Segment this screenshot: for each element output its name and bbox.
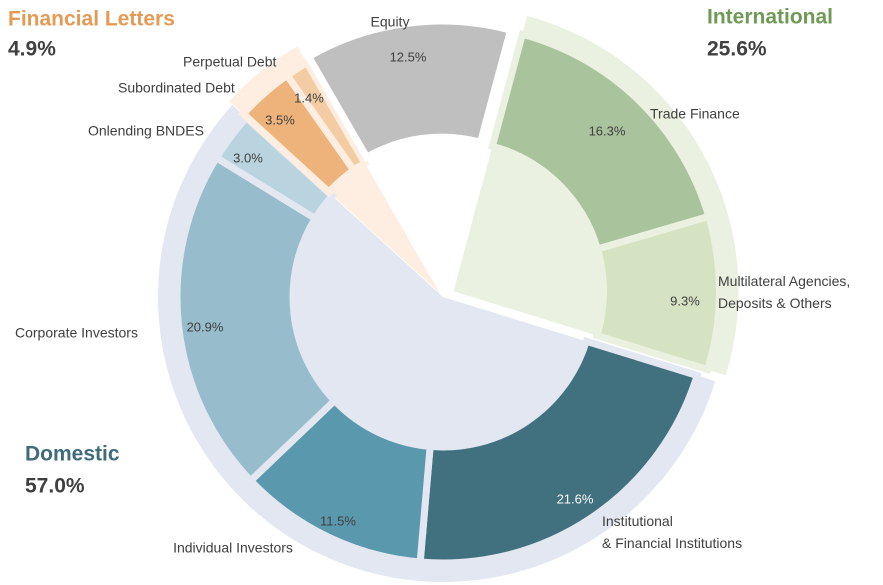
group-label: Financial Letters	[8, 8, 175, 31]
segment-label: Institutional & Financial Institutions	[602, 513, 742, 551]
segment-label: Subordinated Debt	[118, 80, 235, 96]
segment-label: Onlending BNDES	[88, 123, 204, 139]
value-label: 3.0%	[233, 150, 263, 165]
value-label: 12.5%	[390, 49, 427, 64]
group-label: International	[707, 6, 833, 29]
value-label: 16.3%	[589, 123, 626, 138]
segment	[303, 17, 515, 162]
group-value: 4.9%	[8, 38, 56, 61]
group-value: 25.6%	[707, 38, 767, 61]
value-label: 3.5%	[265, 112, 295, 127]
segment	[173, 152, 340, 486]
segment	[592, 212, 723, 375]
value-label: 1.4%	[294, 90, 324, 105]
value-label: 21.6%	[557, 491, 594, 506]
segment	[416, 336, 702, 567]
group-label: Domestic	[25, 443, 120, 466]
segment-label: Perpetual Debt	[183, 54, 277, 70]
segment-label: Corporate Investors	[15, 325, 138, 341]
segment	[488, 29, 714, 254]
segment	[211, 112, 338, 224]
value-label: 11.5%	[320, 513, 356, 528]
segment	[282, 57, 370, 176]
segment-label: Equity	[371, 14, 410, 30]
value-label: 9.3%	[670, 293, 700, 308]
group-value: 57.0%	[25, 475, 85, 498]
segment-label: Individual Investors	[173, 540, 293, 556]
segment-label: Trade Finance	[650, 106, 740, 122]
value-label: 20.9%	[187, 319, 224, 334]
segment-label: Multilateral Agencies, Deposits & Others	[718, 273, 850, 311]
